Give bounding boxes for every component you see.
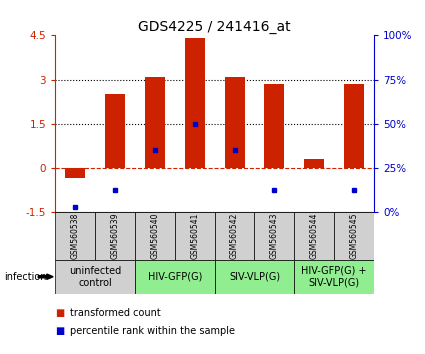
Text: transformed count: transformed count (70, 308, 161, 318)
Text: SIV-VLP(G): SIV-VLP(G) (229, 272, 280, 282)
Text: ■: ■ (55, 308, 65, 318)
Text: GSM560542: GSM560542 (230, 213, 239, 259)
Bar (344, 84, 364, 168)
Text: HIV-GFP(G): HIV-GFP(G) (147, 272, 202, 282)
Text: infection: infection (4, 272, 47, 282)
Bar (224, 77, 244, 168)
Bar (145, 77, 165, 168)
Bar (215, 259, 294, 294)
Text: GSM560543: GSM560543 (270, 213, 279, 259)
Bar (55, 259, 135, 294)
Bar (135, 212, 175, 259)
Bar (65, 168, 85, 178)
Text: ■: ■ (55, 326, 65, 336)
Text: GSM560540: GSM560540 (150, 213, 159, 259)
Text: GSM560541: GSM560541 (190, 213, 199, 259)
Bar (304, 159, 324, 168)
Text: percentile rank within the sample: percentile rank within the sample (70, 326, 235, 336)
Text: HIV-GFP(G) +
SIV-VLP(G): HIV-GFP(G) + SIV-VLP(G) (301, 266, 367, 287)
Text: GSM560544: GSM560544 (310, 213, 319, 259)
Bar (264, 84, 284, 168)
Bar (105, 95, 125, 168)
Bar (255, 212, 294, 259)
Text: GSM560545: GSM560545 (350, 213, 359, 259)
Bar (95, 212, 135, 259)
Text: uninfected
control: uninfected control (69, 266, 121, 287)
Bar (55, 212, 95, 259)
Bar (334, 212, 374, 259)
Bar (135, 259, 215, 294)
Bar (294, 259, 374, 294)
Bar (215, 212, 255, 259)
Bar (294, 212, 334, 259)
Text: GSM560539: GSM560539 (110, 213, 119, 259)
Text: GSM560538: GSM560538 (71, 213, 79, 259)
Bar (175, 212, 215, 259)
Bar (185, 38, 205, 168)
Title: GDS4225 / 241416_at: GDS4225 / 241416_at (138, 21, 291, 34)
